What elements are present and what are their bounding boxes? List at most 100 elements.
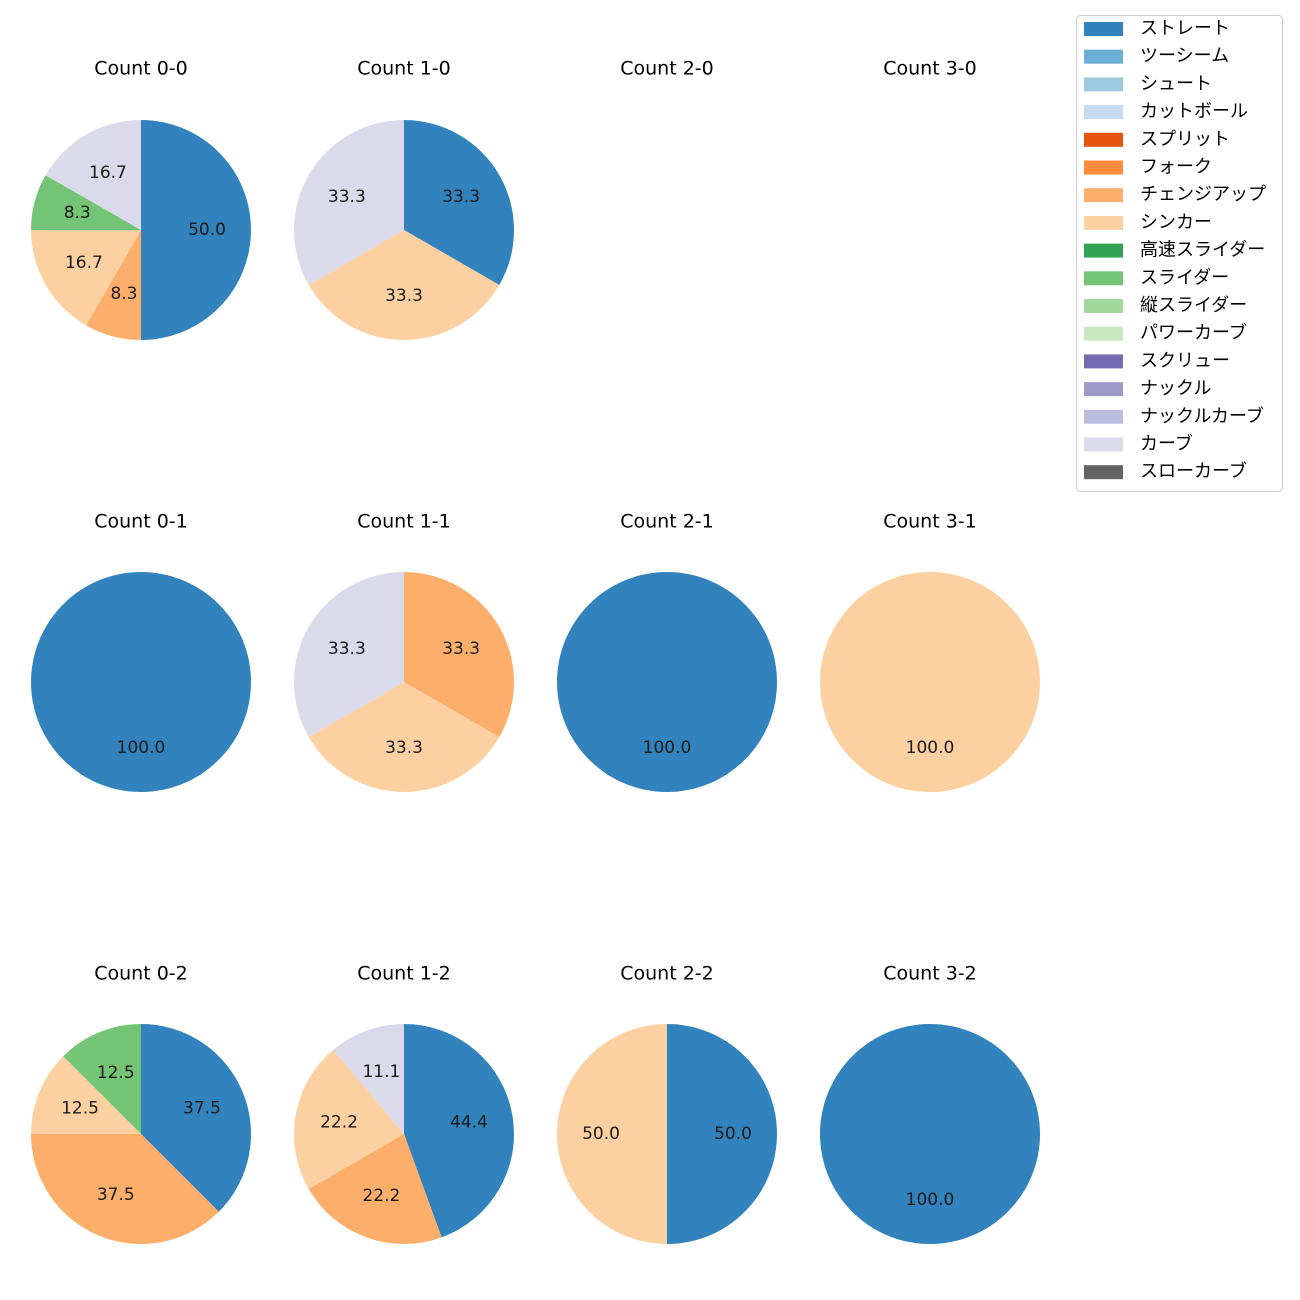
- legend-label: フォーク: [1140, 157, 1212, 178]
- pie-slice: [31, 572, 251, 792]
- slice-percent-label: 100.0: [906, 738, 955, 758]
- slice-percent-label: 12.5: [97, 1063, 135, 1083]
- legend-item: ストレート: [1084, 18, 1230, 39]
- legend-item: カットボール: [1084, 101, 1248, 122]
- legend-label: シュート: [1140, 73, 1212, 94]
- pie-slice: [333, 1023, 404, 1134]
- legend-label: スローカーブ: [1140, 460, 1247, 482]
- pie-title: Count 0-2: [94, 963, 188, 985]
- legend-swatch: [1084, 354, 1123, 369]
- legend-item: ナックル: [1084, 378, 1211, 399]
- legend-swatch: [1084, 409, 1123, 424]
- pie-slice: [557, 1024, 667, 1244]
- slice-percent-label: 100.0: [906, 1190, 955, 1210]
- pie-slice: [820, 572, 1040, 792]
- slice-percent-label: 33.3: [328, 639, 366, 659]
- pie-slice: [63, 1024, 141, 1134]
- slice-percent-label: 50.0: [582, 1124, 620, 1144]
- legend-label: シンカー: [1140, 212, 1212, 233]
- pie-slice: [820, 1024, 1040, 1244]
- legend-item: パワーカーブ: [1084, 322, 1247, 344]
- pie-title: Count 3-2: [883, 963, 977, 985]
- pie-slice: [404, 120, 514, 285]
- pie-title: Count 2-1: [620, 511, 714, 533]
- slice-percent-label: 11.1: [362, 1062, 400, 1082]
- pie-count-0-2: Count 0-2 37.5 37.5 12.5 12.5: [31, 963, 251, 1244]
- pie-title: Count 0-0: [94, 58, 188, 80]
- pie-title: Count 0-1: [94, 511, 188, 533]
- legend-frame: [1076, 15, 1283, 492]
- pie-count-2-2: Count 2-2 50.0 50.0: [557, 963, 777, 1244]
- slice-percent-label: 33.3: [385, 738, 423, 758]
- legend-item: シンカー: [1084, 212, 1212, 233]
- slice-percent-label: 33.3: [442, 639, 480, 659]
- pie-count-1-2: Count 1-2 44.4 22.2 22.2 11.1: [294, 963, 514, 1244]
- legend-label: スプリット: [1140, 129, 1230, 150]
- slice-percent-label: 37.5: [183, 1099, 221, 1119]
- slice-percent-label: 50.0: [188, 220, 226, 240]
- slice-percent-label: 33.3: [442, 187, 480, 207]
- legend-item: フォーク: [1084, 157, 1212, 178]
- legend-item: チェンジアップ: [1084, 184, 1266, 205]
- pie-slice: [667, 1024, 777, 1244]
- legend-label: ツーシーム: [1140, 46, 1229, 67]
- legend-swatch: [1084, 215, 1123, 230]
- legend-swatch: [1084, 243, 1123, 258]
- slice-percent-label: 16.7: [89, 163, 127, 183]
- slice-percent-label: 44.4: [450, 1113, 488, 1133]
- legend-label: ナックルカーブ: [1140, 405, 1264, 427]
- slice-percent-label: 33.3: [328, 187, 366, 207]
- legend-swatch: [1084, 77, 1123, 92]
- legend-swatch: [1084, 382, 1123, 397]
- legend-label: チェンジアップ: [1140, 184, 1266, 205]
- pie-slice: [31, 175, 141, 230]
- legend-item: スローカーブ: [1084, 460, 1247, 482]
- pie-title: Count 1-2: [357, 963, 451, 985]
- legend-label: スライダー: [1140, 267, 1229, 288]
- pie-count-2-1: Count 2-1 100.0: [557, 511, 777, 792]
- pie-slice: [86, 230, 141, 340]
- pie-count-3-2: Count 3-2 100.0: [820, 963, 1040, 1244]
- legend-label: ストレート: [1140, 18, 1230, 39]
- legend-label: パワーカーブ: [1140, 322, 1247, 344]
- pie-slice: [294, 572, 404, 737]
- legend-swatch: [1084, 188, 1123, 203]
- slice-percent-label: 33.3: [385, 286, 423, 306]
- pie-title: Count 2-0: [620, 58, 714, 80]
- legend-item: シュート: [1084, 73, 1212, 94]
- slice-percent-label: 100.0: [117, 738, 166, 758]
- pie-title: Count 3-1: [883, 511, 977, 533]
- pie-slice: [31, 230, 141, 326]
- legend-item: カーブ: [1084, 433, 1193, 455]
- legend-label: カーブ: [1140, 433, 1193, 455]
- legend-item: スプリット: [1084, 129, 1230, 150]
- pie-slice: [557, 572, 777, 792]
- slice-percent-label: 8.3: [64, 203, 91, 223]
- legend-item: 縦スライダー: [1084, 295, 1247, 316]
- pie-slice: [404, 1024, 514, 1238]
- pie-slice: [308, 1134, 442, 1244]
- pie-count-0-1: Count 0-1 100.0: [31, 511, 251, 792]
- pies-layer: Count 0-0 50.0 8.3 16.7 8.3 16.7 Count 1-0 33.3…: [31, 58, 1040, 1244]
- slice-percent-label: 37.5: [97, 1185, 135, 1205]
- pie-count-1-1: Count 1-1 33.3 33.3 33.3: [294, 511, 514, 792]
- legend-swatch: [1084, 271, 1123, 286]
- pie-slice: [141, 120, 251, 340]
- legend-item: 高速スライダー: [1084, 240, 1265, 261]
- legend-swatch: [1084, 105, 1123, 120]
- pie-slice: [141, 1024, 251, 1212]
- pie-slice: [294, 1049, 404, 1189]
- legend-swatch: [1084, 49, 1123, 64]
- pie-slice: [45, 120, 141, 230]
- slice-percent-label: 8.3: [110, 284, 137, 304]
- slice-percent-label: 12.5: [61, 1099, 99, 1119]
- legend-swatch: [1084, 160, 1123, 175]
- legend-item: スクリュー: [1084, 350, 1230, 371]
- legend-label: ナックル: [1140, 378, 1211, 399]
- pie-slice: [31, 1056, 141, 1134]
- pie-title: Count 3-0: [883, 58, 977, 80]
- legend-item: スライダー: [1084, 267, 1229, 288]
- pie-title: Count 2-2: [620, 963, 714, 985]
- pie-title: Count 1-1: [357, 511, 451, 533]
